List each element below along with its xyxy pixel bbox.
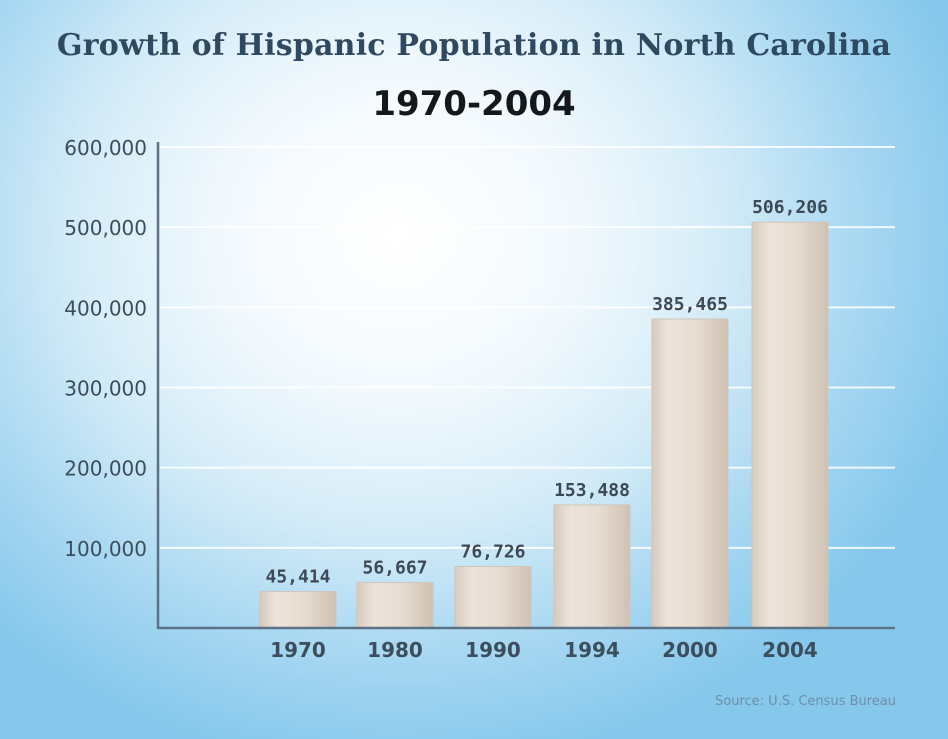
labels: 600,000 500,000 400,000 300,000 200,000 100,0… <box>64 136 828 662</box>
bar-value-label: 153,488 <box>554 480 630 501</box>
x-tick-label: 2004 <box>762 638 818 662</box>
y-tick-label: 400,000 <box>64 296 147 320</box>
bar-value-label: 506,206 <box>752 197 828 218</box>
x-tick-label: 1990 <box>465 638 521 662</box>
bar <box>553 504 631 629</box>
y-tick-label: 200,000 <box>64 457 147 481</box>
bar-value-label: 45,414 <box>265 567 330 588</box>
y-tick-label: 300,000 <box>64 377 147 401</box>
bar <box>356 582 434 629</box>
y-tick-label: 600,000 <box>64 136 147 160</box>
chart-subtitle: 1970-2004 <box>372 84 576 124</box>
x-tick-label: 2000 <box>662 638 718 662</box>
x-tick-label: 1994 <box>564 638 620 662</box>
source-note: Source: U.S. Census Bureau <box>715 694 896 709</box>
bar-value-label: 385,465 <box>652 294 728 315</box>
axes <box>156 142 895 630</box>
bar <box>259 591 337 629</box>
bar-value-label: 76,726 <box>460 541 525 562</box>
y-tick-label: 100,000 <box>64 537 147 561</box>
bar <box>454 565 532 629</box>
bar <box>751 221 829 629</box>
bars <box>259 221 829 629</box>
bar <box>651 318 729 629</box>
x-tick-label: 1980 <box>367 638 423 662</box>
bar-value-label: 56,667 <box>362 558 427 579</box>
x-tick-label: 1970 <box>270 638 326 662</box>
y-tick-label: 500,000 <box>64 216 147 240</box>
chart-title: Growth of Hispanic Population in North C… <box>56 28 892 63</box>
